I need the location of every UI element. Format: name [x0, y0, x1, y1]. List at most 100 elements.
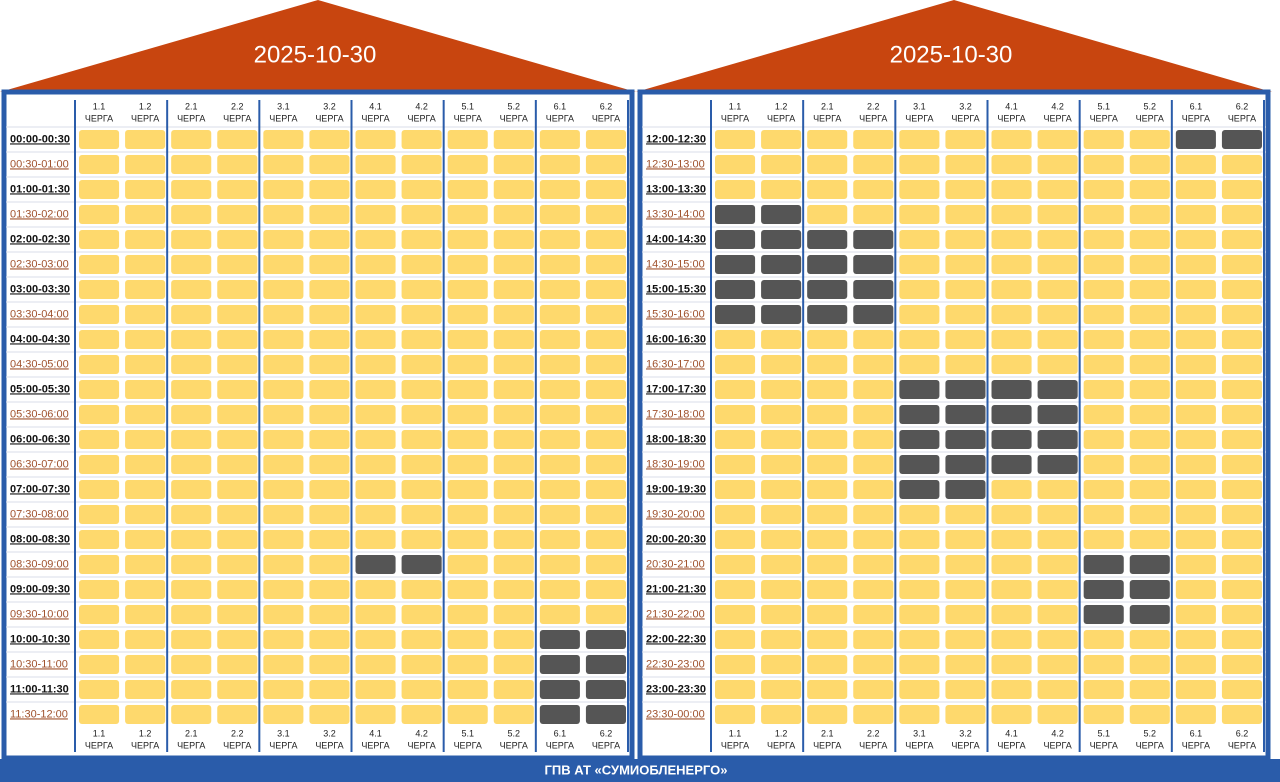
slot-cell	[401, 430, 442, 449]
queue-word: ЧЕРГА	[1182, 113, 1210, 123]
slot-cell	[1037, 630, 1078, 649]
slot-cell	[539, 505, 580, 524]
slot-cell	[1221, 655, 1262, 674]
slot-cell	[171, 205, 212, 224]
slot-cell	[309, 580, 350, 599]
slot-cell	[355, 405, 396, 424]
slot-cell	[1129, 530, 1170, 549]
slot-cell	[1037, 355, 1078, 374]
slot-cell	[355, 630, 396, 649]
slot-cell	[899, 380, 940, 399]
slot-cell	[807, 305, 848, 324]
slot-cell	[1129, 205, 1170, 224]
queue-word: ЧЕРГА	[315, 113, 343, 123]
slot-cell	[309, 180, 350, 199]
slot-cell	[991, 655, 1032, 674]
queue-number: 3.2	[959, 101, 972, 111]
slot-cell	[171, 280, 212, 299]
slot-cell	[355, 355, 396, 374]
slot-cell	[309, 255, 350, 274]
slot-cell	[217, 480, 258, 499]
slot-cell	[1083, 305, 1124, 324]
slot-cell	[585, 355, 626, 374]
slot-cell	[1129, 355, 1170, 374]
slot-cell	[79, 630, 120, 649]
slot-cell	[899, 430, 940, 449]
slot-cell	[171, 655, 212, 674]
slot-cell	[1175, 630, 1216, 649]
slot-cell	[807, 605, 848, 624]
queue-number: 6.1	[1190, 101, 1203, 111]
slot-cell	[217, 355, 258, 374]
slot-cell	[1221, 255, 1262, 274]
slot-cell	[945, 355, 986, 374]
slot-cell	[585, 555, 626, 574]
slot-cell	[1129, 505, 1170, 524]
slot-cell	[355, 705, 396, 724]
slot-cell	[79, 480, 120, 499]
slot-cell	[1175, 355, 1216, 374]
slot-cell	[401, 305, 442, 324]
slot-cell	[807, 630, 848, 649]
time-label: 06:30-07:00	[10, 458, 69, 470]
slot-cell	[539, 430, 580, 449]
queue-number: 4.1	[1005, 101, 1018, 111]
slot-cell	[125, 255, 166, 274]
slot-cell	[539, 330, 580, 349]
slot-cell	[539, 480, 580, 499]
slot-cell	[853, 355, 894, 374]
slot-cell	[1037, 455, 1078, 474]
slot-cell	[493, 230, 534, 249]
queue-number: 4.2	[1051, 728, 1064, 738]
slot-cell	[493, 530, 534, 549]
slot-cell	[401, 555, 442, 574]
slot-cell	[125, 455, 166, 474]
slot-cell	[79, 405, 120, 424]
slot-cell	[1221, 180, 1262, 199]
slot-cell	[853, 380, 894, 399]
slot-cell	[355, 280, 396, 299]
queue-number: 1.1	[93, 728, 106, 738]
slot-cell	[807, 480, 848, 499]
slot-cell	[715, 705, 756, 724]
slot-cell	[79, 230, 120, 249]
slot-cell	[217, 405, 258, 424]
queue-number: 2.1	[821, 728, 834, 738]
slot-cell	[945, 405, 986, 424]
time-label: 09:30-10:00	[10, 608, 69, 620]
slot-cell	[1083, 580, 1124, 599]
slot-cell	[1221, 330, 1262, 349]
slot-cell	[853, 705, 894, 724]
slot-cell	[309, 305, 350, 324]
slot-cell	[715, 255, 756, 274]
slot-cell	[945, 480, 986, 499]
time-label: 11:30-12:00	[10, 708, 68, 720]
slot-cell	[125, 305, 166, 324]
slot-cell	[217, 705, 258, 724]
slot-cell	[991, 705, 1032, 724]
slot-cell	[1221, 380, 1262, 399]
slot-cell	[79, 705, 120, 724]
slot-cell	[539, 230, 580, 249]
time-label: 15:30-16:00	[646, 308, 705, 320]
slot-cell	[899, 230, 940, 249]
slot-cell	[899, 280, 940, 299]
queue-number: 6.2	[600, 728, 613, 738]
queue-word: ЧЕРГА	[813, 740, 841, 750]
time-label: 17:30-18:00	[646, 408, 705, 420]
slot-cell	[899, 580, 940, 599]
slot-cell	[263, 605, 304, 624]
queue-number: 5.1	[1097, 728, 1110, 738]
queue-number: 2.1	[185, 101, 198, 111]
queue-word: ЧЕРГА	[85, 740, 113, 750]
slot-cell	[853, 230, 894, 249]
slot-cell	[1083, 380, 1124, 399]
slot-cell	[309, 280, 350, 299]
slot-cell	[991, 630, 1032, 649]
slot-cell	[217, 430, 258, 449]
slot-cell	[1221, 130, 1262, 149]
slot-cell	[79, 205, 120, 224]
slot-cell	[263, 505, 304, 524]
slot-cell	[1221, 630, 1262, 649]
